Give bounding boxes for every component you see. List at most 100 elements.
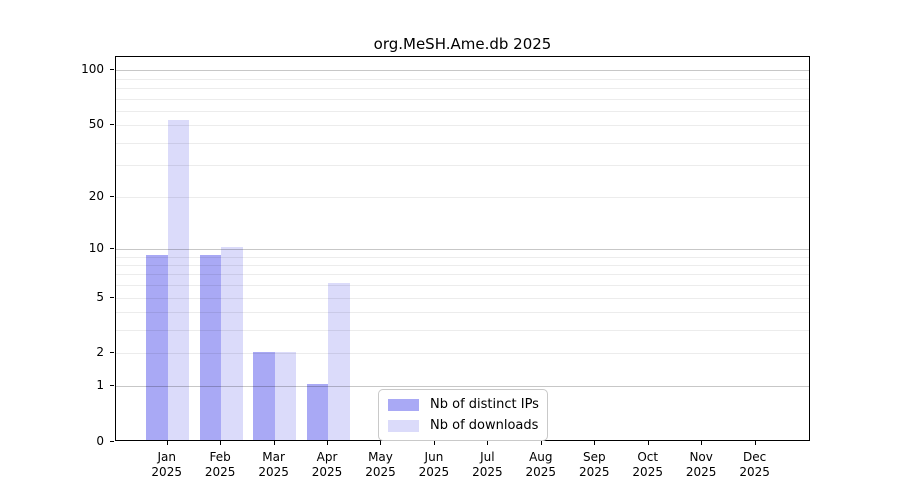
x-tick-label: Feb 2025 (191, 450, 249, 480)
minor-gridline (116, 78, 809, 80)
bar-nb-of-downloads-jan (167, 120, 190, 440)
y-tick-label: 10 (88, 240, 104, 255)
minor-gridline (116, 330, 809, 332)
x-tick-year: 2025 (685, 465, 717, 479)
y-tick-label: 50 (88, 117, 104, 132)
bar-nb-of-downloads-feb (221, 246, 243, 440)
y-tick (110, 69, 114, 71)
x-tick-label: Jul 2025 (458, 450, 516, 480)
y-tick (110, 352, 114, 354)
x-tick-year: 2025 (525, 465, 557, 479)
major-gridline (116, 386, 809, 388)
minor-gridline (116, 142, 809, 144)
y-tick-label: 5 (96, 289, 104, 304)
y-tick (110, 296, 114, 298)
x-tick-year: 2025 (472, 465, 503, 479)
x-tick-month: Jun (424, 450, 444, 464)
legend-label-downloads: Nb of downloads (430, 418, 539, 433)
x-tick-label: Mar 2025 (245, 450, 303, 480)
x-tick-label: May 2025 (351, 450, 409, 480)
x-tick (594, 441, 596, 445)
x-tick-month: May (368, 450, 393, 464)
y-tick-label: 1 (96, 378, 104, 393)
bar-nb-of-distinct-ips-jan (146, 254, 168, 440)
legend-item-downloads: Nb of downloads (388, 418, 538, 433)
x-tick-year: 2025 (311, 465, 343, 479)
x-tick-year: 2025 (258, 465, 289, 479)
minor-gridline (116, 125, 809, 127)
x-tick-label: Jan 2025 (138, 450, 196, 480)
bar-nb-of-downloads-apr (328, 283, 350, 440)
minor-gridline (116, 165, 809, 167)
chart-title: org.MeSH.Ame.db 2025 (373, 35, 552, 53)
x-tick (487, 441, 489, 445)
y-tick (110, 195, 114, 197)
minor-gridline (116, 353, 809, 355)
legend-item-distinct-ips: Nb of distinct IPs (388, 397, 539, 412)
x-tick (166, 441, 168, 445)
bar-nb-of-distinct-ips-apr (306, 384, 329, 440)
y-tick (110, 247, 114, 249)
legend-swatch-distinct-ips (388, 398, 419, 411)
x-tick-year: 2025 (151, 465, 182, 479)
y-tick (110, 124, 114, 126)
x-tick (220, 441, 222, 445)
x-tick-year: 2025 (418, 465, 450, 479)
x-tick (754, 441, 756, 445)
y-tick (110, 441, 114, 442)
x-tick-month: Aug (529, 450, 553, 464)
bars-layer (116, 57, 809, 440)
bar-nb-of-distinct-ips-feb (199, 254, 222, 440)
legend-label-distinct-ips: Nb of distinct IPs (430, 397, 539, 412)
plot-area (115, 56, 810, 441)
x-tick (433, 441, 435, 445)
x-tick-month: Dec (742, 450, 767, 464)
y-tick-label: 0 (96, 434, 104, 448)
x-tick (273, 441, 275, 445)
x-tick-month: Feb (209, 450, 231, 464)
legend-swatch-downloads (388, 419, 419, 432)
y-tick-label: 20 (88, 188, 104, 203)
minor-gridline (116, 110, 809, 112)
x-tick-month: Apr (316, 450, 338, 464)
x-tick (327, 441, 329, 445)
x-tick (380, 441, 382, 445)
y-tick-label: 2 (96, 345, 104, 360)
y-tick-label: 100 (81, 62, 104, 77)
minor-gridline (116, 285, 809, 287)
bar-nb-of-downloads-mar (274, 351, 297, 440)
minor-gridline (116, 196, 809, 198)
x-tick-year: 2025 (739, 465, 770, 479)
x-tick (647, 441, 649, 445)
x-tick-month: Jul (480, 450, 495, 464)
x-tick (701, 441, 703, 445)
x-tick (540, 441, 542, 445)
x-tick-month: Nov (689, 450, 713, 464)
x-tick-label: Apr 2025 (298, 450, 356, 480)
minor-gridline (116, 98, 809, 100)
minor-gridline (116, 312, 809, 314)
x-tick-year: 2025 (632, 465, 663, 479)
x-tick-year: 2025 (204, 465, 236, 479)
x-tick-label: Aug 2025 (512, 450, 570, 480)
x-tick-label: Nov 2025 (672, 450, 730, 480)
x-tick-month: Jan (157, 450, 176, 464)
x-tick-label: Sep 2025 (565, 450, 623, 480)
x-tick-label: Dec 2025 (726, 450, 784, 480)
major-gridline (116, 248, 809, 250)
x-tick-month: Mar (262, 450, 285, 464)
major-gridline (116, 70, 809, 72)
y-tick (110, 385, 114, 387)
x-tick-year: 2025 (365, 465, 396, 479)
x-tick-year: 2025 (578, 465, 610, 479)
legend: Nb of distinct IPs Nb of downloads (378, 389, 548, 441)
minor-gridline (116, 274, 809, 276)
minor-gridline (116, 264, 809, 266)
minor-gridline (116, 87, 809, 89)
minor-gridline (116, 297, 809, 299)
x-tick-month: Oct (637, 450, 659, 464)
minor-gridline (116, 256, 809, 258)
x-tick-label: Jun 2025 (405, 450, 463, 480)
gridlines-layer (116, 57, 809, 440)
